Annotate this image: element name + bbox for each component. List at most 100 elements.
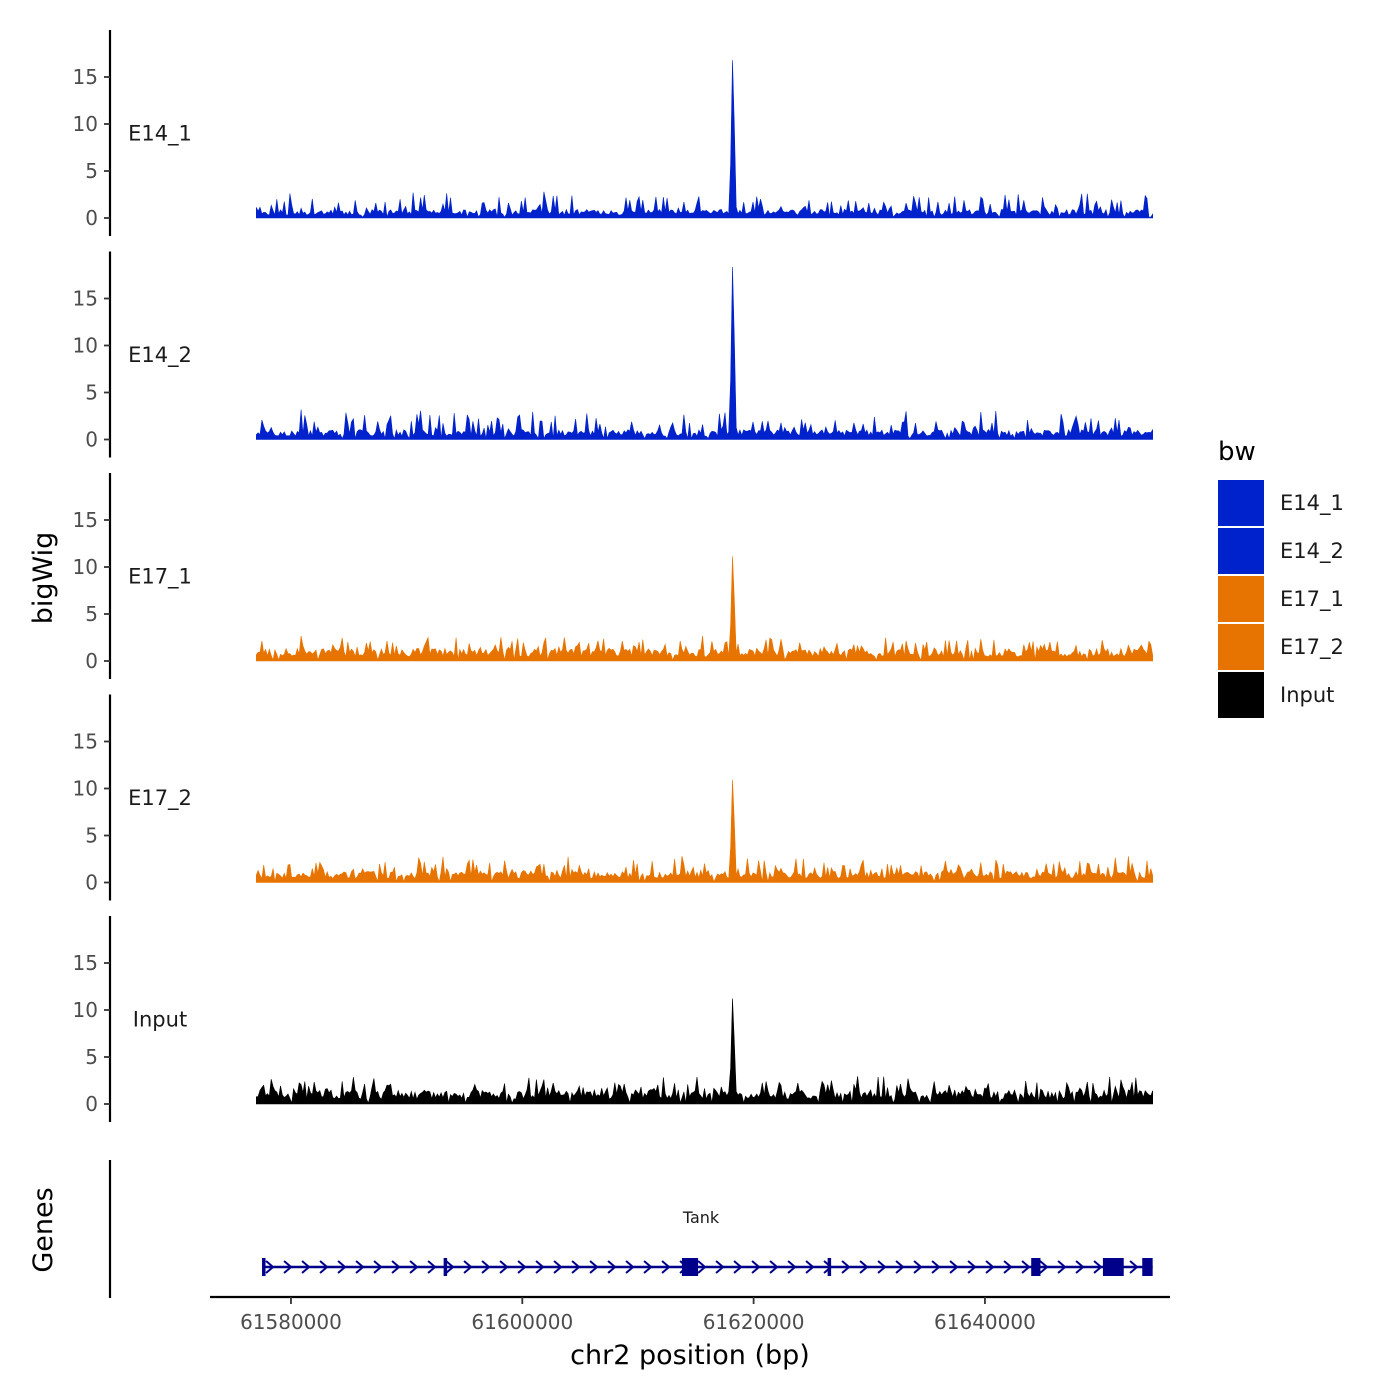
strand-chevron: [283, 1260, 293, 1274]
strand-chevron: [355, 1260, 365, 1274]
strand-chevron: [1039, 1260, 1049, 1274]
strand-chevron: [1057, 1260, 1067, 1274]
strand-chevron: [373, 1260, 383, 1274]
y-tick-label: 15: [73, 730, 98, 754]
strand-chevron: [337, 1260, 347, 1274]
y-tick-label: 10: [73, 112, 98, 136]
y-tick-label: 0: [85, 206, 98, 230]
strand-chevron: [463, 1260, 473, 1274]
strand-chevron: [625, 1260, 635, 1274]
strand-chevron: [391, 1260, 401, 1274]
y-tick-label: 15: [73, 951, 98, 975]
strand-chevron: [697, 1260, 707, 1274]
y-tick-label: 15: [73, 508, 98, 532]
legend-label: E14_1: [1280, 491, 1344, 516]
strand-chevron: [571, 1260, 581, 1274]
gene-axis-title: Genes: [28, 1187, 59, 1272]
strand-chevron: [1021, 1260, 1031, 1274]
coverage-area: [256, 779, 1153, 883]
x-tick-label: 61600000: [471, 1310, 573, 1334]
y-tick-label: 5: [85, 1045, 98, 1069]
track-label: E14_1: [128, 121, 192, 146]
y-tick-label: 5: [85, 602, 98, 626]
coverage-area: [256, 266, 1153, 440]
strand-chevron: [913, 1260, 923, 1274]
track-E17_2: 0 5 10 15 E17_2: [73, 694, 1153, 901]
x-tick-label: 61640000: [934, 1310, 1036, 1334]
strand-chevron: [733, 1260, 743, 1274]
y-tick-label: 10: [73, 777, 98, 801]
track-label: E17_2: [128, 786, 192, 811]
legend: bw E14_1 E14_2 E17_1 E17_2 Input: [1218, 437, 1344, 718]
strand-chevron: [643, 1260, 653, 1274]
legend-label: E17_2: [1280, 635, 1344, 660]
gene-exon: [827, 1258, 832, 1276]
strand-chevron: [301, 1260, 311, 1274]
y-tick-label: 0: [85, 871, 98, 895]
strand-chevron: [319, 1260, 329, 1274]
strand-chevron: [445, 1260, 455, 1274]
legend-swatch: [1218, 672, 1264, 718]
legend-swatch: [1218, 576, 1264, 622]
y-tick-label: 10: [73, 334, 98, 358]
strand-chevron: [877, 1260, 887, 1274]
legend-label: E17_1: [1280, 587, 1344, 612]
strand-chevron: [535, 1260, 545, 1274]
x-tick-label: 61580000: [240, 1310, 342, 1334]
strand-chevron: [607, 1260, 617, 1274]
y-tick-label: 5: [85, 381, 98, 405]
strand-chevron: [589, 1260, 599, 1274]
x-axis-title: chr2 position (bp): [570, 1340, 810, 1371]
strand-chevron: [481, 1260, 491, 1274]
coverage-area: [256, 556, 1153, 662]
strand-chevron: [787, 1260, 797, 1274]
gene-exon: [1102, 1258, 1124, 1276]
strand-chevron: [949, 1260, 959, 1274]
strand-chevron: [895, 1260, 905, 1274]
strand-chevron: [1003, 1260, 1013, 1274]
y-tick-label: 10: [73, 998, 98, 1022]
coverage-area: [256, 60, 1153, 219]
strand-chevron: [751, 1260, 761, 1274]
gene-track: Tank: [108, 1160, 1153, 1298]
tracks-layer: 0 5 10 15 E14_1 0 5 10 15 E14_2 0 5 10 15 E17_1 0 5 10 15 E…: [73, 30, 1153, 1122]
y-tick-label: 10: [73, 555, 98, 579]
gene-exon: [1142, 1258, 1153, 1276]
strand-chevron: [841, 1260, 851, 1274]
strand-chevron: [1129, 1260, 1139, 1274]
strand-chevron: [715, 1260, 725, 1274]
legend-label: E14_2: [1280, 539, 1344, 564]
track-E14_1: 0 5 10 15 E14_1: [73, 30, 1153, 236]
legend-swatch: [1218, 480, 1264, 526]
strand-chevron: [985, 1260, 995, 1274]
strand-chevron: [265, 1260, 275, 1274]
strand-chevron: [1075, 1260, 1085, 1274]
legend-title: bw: [1218, 437, 1256, 467]
gene-exon: [1031, 1258, 1041, 1276]
y-tick-label: 0: [85, 649, 98, 673]
strand-chevron: [517, 1260, 527, 1274]
legend-swatch: [1218, 624, 1264, 670]
gene-exon: [262, 1258, 266, 1276]
track-label: E17_1: [128, 564, 192, 589]
strand-chevron: [805, 1260, 815, 1274]
track-label: Input: [133, 1007, 187, 1031]
y-tick-label: 0: [85, 1092, 98, 1116]
strand-chevron: [499, 1260, 509, 1274]
y-tick-label: 0: [85, 428, 98, 452]
strand-chevron: [1093, 1260, 1103, 1274]
x-axis: 61580000 61600000 61620000 61640000: [210, 1295, 1170, 1334]
track-label: E14_2: [128, 343, 192, 368]
strand-chevron: [931, 1260, 941, 1274]
track-E14_2: 0 5 10 15 E14_2: [73, 251, 1153, 458]
legend-swatch: [1218, 528, 1264, 574]
y-tick-label: 15: [73, 65, 98, 89]
legend-label: Input: [1280, 683, 1334, 707]
coverage-area: [256, 998, 1153, 1105]
y-axis-title: bigWig: [28, 532, 59, 625]
y-tick-label: 15: [73, 287, 98, 311]
x-tick-label: 61620000: [703, 1310, 805, 1334]
track-E17_1: 0 5 10 15 E17_1: [73, 473, 1153, 679]
gene-exon: [681, 1258, 699, 1276]
